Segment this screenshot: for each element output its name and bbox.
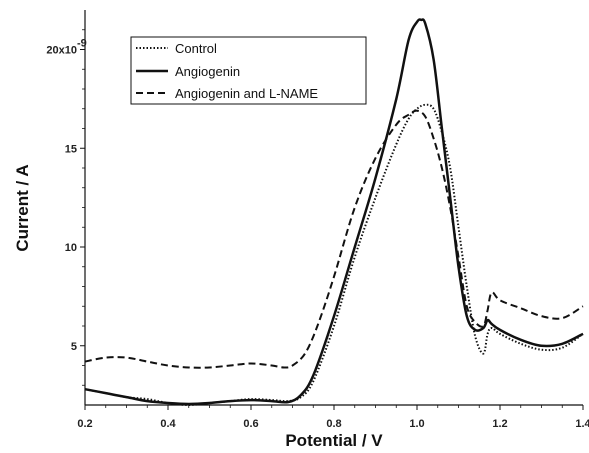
x-tick-label: 1.4 <box>575 418 589 430</box>
x-tick-label: 1.2 <box>492 418 507 430</box>
legend-label-angiogenin: Angiogenin <box>175 64 240 79</box>
x-tick-label: 0.6 <box>243 418 258 430</box>
x-tick-label: 0.8 <box>326 418 341 430</box>
y-axis-title: Current / A <box>13 164 32 251</box>
x-tick-label: 0.4 <box>160 418 176 430</box>
x-axis-title: Potential / V <box>285 431 383 450</box>
legend: Control Angiogenin Angiogenin and L-NAME <box>130 36 367 105</box>
series-angiogenin-line <box>84 18 584 406</box>
series-control-line <box>84 103 584 406</box>
y-tick-label: 10 <box>65 242 77 254</box>
legend-box <box>130 36 367 105</box>
y-ticks: 5 10 15 20x10-9 <box>46 29 87 386</box>
series-angiogenin-lname-line <box>84 109 584 369</box>
legend-label-control: Control <box>175 41 217 56</box>
y-scale-exponent: -9 <box>77 38 87 50</box>
x-ticks: 0.2 0.4 0.6 0.8 1.0 1.2 1.4 <box>77 405 589 430</box>
y-tick-label: 15 <box>65 143 77 155</box>
x-tick-label: 0.2 <box>77 418 92 430</box>
series-layer <box>84 18 584 406</box>
y-tick-label: 5 <box>71 341 77 353</box>
y-tick-label: 20x10 <box>46 45 77 57</box>
x-tick-label: 1.0 <box>409 418 424 430</box>
legend-label-angiogenin-lname: Angiogenin and L-NAME <box>175 86 318 101</box>
